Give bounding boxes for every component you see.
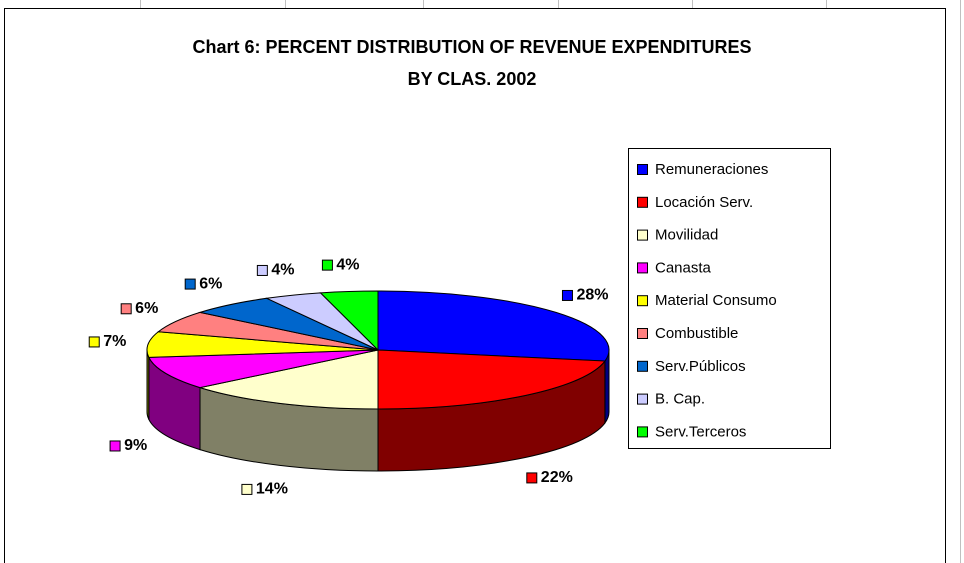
legend-label: B. Cap. (655, 391, 705, 408)
legend-key (637, 360, 648, 372)
legend-key (637, 295, 648, 307)
slice (377, 349, 606, 410)
legend-key (637, 393, 648, 405)
sheet-grid (140, 0, 961, 563)
legend-label: Canasta (655, 259, 712, 276)
label-key (241, 483, 253, 495)
data-label: 22% (541, 469, 573, 486)
legend-label: Movilidad (655, 227, 718, 244)
data-label: 9% (124, 437, 147, 454)
legend-label: Serv.Terceros (655, 423, 746, 440)
label-key (88, 336, 100, 348)
legend-label: Remuneraciones (655, 161, 768, 178)
label-key (120, 303, 132, 315)
label-key (109, 440, 121, 452)
data-label: 4% (336, 256, 359, 273)
legend-key (637, 262, 648, 274)
data-label: 28% (576, 287, 608, 304)
legend-key (637, 164, 648, 175)
legend-key (637, 196, 648, 208)
slice (146, 331, 379, 358)
label-key (256, 264, 268, 276)
slice-side (146, 349, 150, 420)
chart-title: Chart 6: PERCENT DISTRIBUTION OF REVENUE… (192, 37, 751, 57)
data-label: 7% (103, 333, 126, 350)
legend-key (637, 328, 648, 339)
legend-key (637, 229, 648, 241)
slice (198, 349, 379, 410)
legend-label: Material Consumo (655, 292, 777, 309)
legend-key (637, 426, 648, 438)
slice (377, 290, 610, 362)
label-key (321, 259, 333, 271)
data-label: 6% (199, 275, 222, 292)
data-label: 6% (135, 300, 158, 317)
label-key (184, 278, 196, 290)
data-label: 14% (256, 481, 288, 498)
label-key (526, 472, 538, 484)
legend-label: Serv.Públicos (655, 358, 746, 375)
slice (148, 349, 379, 389)
legend (628, 148, 831, 449)
slice (319, 290, 379, 352)
label-key (561, 289, 573, 301)
legend-label: Combustible (655, 325, 738, 342)
chart-title: BY CLAS. 2002 (408, 69, 537, 89)
data-label: 4% (271, 262, 294, 279)
legend-label: Locación Serv. (655, 194, 753, 211)
